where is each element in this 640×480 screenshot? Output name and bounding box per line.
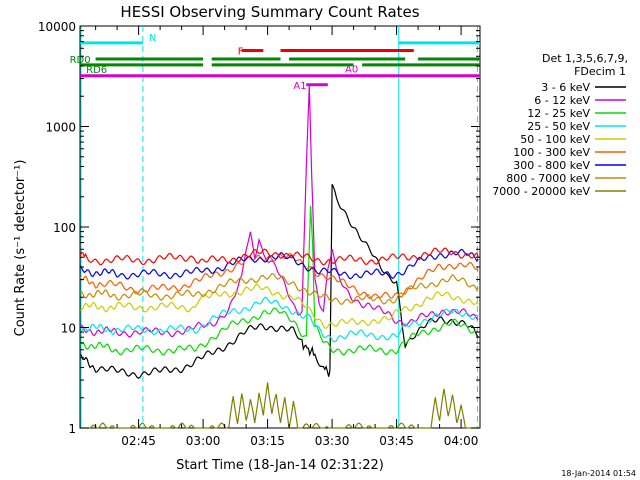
series-line-6 [79,248,479,280]
flag-label-a1: A1 [293,81,306,92]
legend-label-4: 50 - 100 keV [520,133,590,146]
legend-header-detectors: Det 1,3,5,6,7,9, [542,52,628,65]
y-axis-ticks: 1 10 100 1000 10000 [38,20,480,436]
series-line-0 [79,183,479,380]
series-lines [79,85,480,429]
series-line-2 [79,205,479,356]
legend-label-5: 100 - 300 keV [513,146,590,159]
x-tick-label-2: 03:15 [250,434,285,448]
legend-label-7: 800 - 7000 keV [506,172,590,185]
timestamp-stamp: 18-Jan-2014 01:54 [561,469,636,478]
series-line-1 [79,85,479,338]
x-axis-label: Start Time (18-Jan-14 02:31:22) [176,458,384,473]
x-axis-ticks: 02:45 03:00 03:15 03:30 03:45 04:00 [95,26,479,448]
legend-label-6: 300 - 800 keV [513,159,590,172]
legend-label-3: 25 - 50 keV [527,120,590,133]
x-tick-label-4: 03:45 [379,434,414,448]
y-tick-label-0: 1 [68,422,76,436]
flag-label-n: N [149,33,156,44]
x-tick-label-0: 02:45 [121,434,156,448]
y-tick-label-2: 100 [53,221,76,235]
series-line-7 [80,272,479,305]
y-tick-label-4: 10000 [38,20,76,34]
legend-label-1: 6 - 12 keV [534,94,590,107]
flag-label-f: F [238,47,244,58]
x-tick-label-3: 03:30 [315,434,350,448]
flag-label-rd0: RD0 [70,55,91,66]
series-line-8 [80,382,480,429]
legend-label-0: 3 - 6 keV [541,81,590,94]
y-tick-label-3: 1000 [45,121,76,135]
vertical-markers [80,26,478,428]
y-tick-label-1: 10 [61,322,76,336]
x-tick-label-1: 03:00 [186,434,221,448]
legend-label-8: 7000 - 20000 keV [492,185,590,198]
series-line-3 [79,296,479,343]
y-axis-label: Count Rate (s⁻¹ detector⁻¹) [13,160,28,337]
flag-label-rd6: RD6 [86,65,107,76]
plot-frame [79,25,481,429]
series-line-4 [79,283,479,329]
flag-label-a0: A0 [345,65,358,76]
chart-title: HESSI Observing Summary Count Rates [120,3,419,21]
legend-header-decimation: FDecim 1 [574,65,626,78]
series-line-9 [79,247,479,266]
legend-label-2: 12 - 25 keV [527,107,590,120]
x-tick-label-5: 04:00 [444,434,479,448]
